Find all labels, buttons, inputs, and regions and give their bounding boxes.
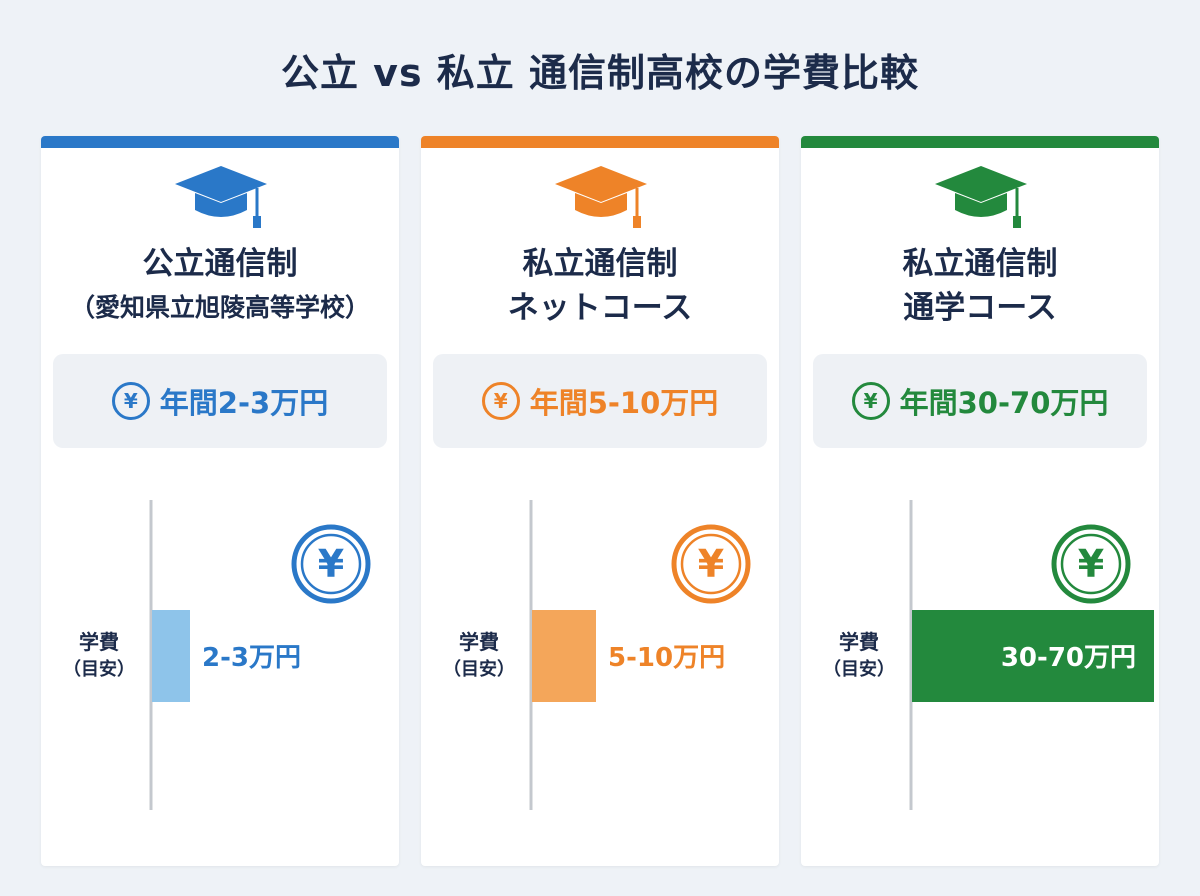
fee-bar-chart-svg xyxy=(149,500,190,810)
y-axis-label-sub: （目安） xyxy=(443,659,515,680)
y-axis-label-main: 学費 xyxy=(459,630,499,654)
page-title: 公立 vs 私立 通信制高校の学費比較 xyxy=(280,51,920,95)
fee-bar-chart-svg xyxy=(909,500,1154,810)
graduation-cap-icon xyxy=(555,166,647,228)
card-heading-line2: ネットコース xyxy=(507,290,693,326)
fee-bar-label: 2-3万円 xyxy=(202,643,301,673)
card-private-net: 私立通信制 ネットコース ¥ 年間5-10万円 ¥ 学費 （目安） 5-10万円 xyxy=(421,136,779,866)
y-axis-label-main: 学費 xyxy=(79,630,119,654)
yen-coin-icon: ¥ xyxy=(291,524,371,604)
card-private-commute: 私立通信制 通学コース ¥ 年間30-70万円 ¥ 学費 （目安） 30-70万… xyxy=(801,136,1159,866)
fee-bar xyxy=(912,610,1154,702)
y-axis-label: 学費 （目安） xyxy=(439,628,519,684)
card-heading: 公立通信制 （愛知県立旭陵高等学校） xyxy=(41,242,399,330)
yen-coin-icon: ¥ xyxy=(671,524,751,604)
card-heading-line2: （愛知県立旭陵高等学校） xyxy=(69,293,370,322)
y-axis-label-sub: （目安） xyxy=(63,659,135,680)
card-heading-line1: 公立通信制 xyxy=(142,246,298,282)
card-heading: 私立通信制 ネットコース xyxy=(421,242,779,330)
fee-bar xyxy=(532,610,596,702)
fee-bar-chart: ¥ 学費 （目安） 5-10万円 xyxy=(421,476,779,816)
annual-fee-box: ¥ 年間30-70万円 xyxy=(813,354,1147,448)
y-axis-label-main: 学費 xyxy=(839,630,879,654)
y-axis-label: 学費 （目安） xyxy=(59,628,139,684)
card-accent-bar xyxy=(421,136,779,148)
y-axis-label-sub: （目安） xyxy=(823,659,895,680)
yen-icon: ¥ xyxy=(111,382,150,420)
yen-icon: ¥ xyxy=(481,382,520,420)
svg-text:¥: ¥ xyxy=(318,542,344,586)
fee-bar-label: 30-70万円 xyxy=(1000,643,1136,673)
annual-fee-box: ¥ 年間5-10万円 xyxy=(433,354,767,448)
svg-text:¥: ¥ xyxy=(698,542,724,586)
annual-fee-text: 年間30-70万円 xyxy=(899,386,1109,420)
card-accent-bar xyxy=(41,136,399,148)
card-public: 公立通信制 （愛知県立旭陵高等学校） ¥ 年間2-3万円 ¥ 学費 （目安） 2… xyxy=(41,136,399,866)
fee-bar-label: 5-10万円 xyxy=(608,643,726,673)
annual-fee-text: 年間5-10万円 xyxy=(529,386,719,420)
card-heading-line1: 私立通信制 xyxy=(902,246,1058,282)
fee-bar-chart: ¥ 学費 （目安） 2-3万円 xyxy=(41,476,399,816)
graduation-cap-icon xyxy=(935,166,1027,228)
annual-fee-box: ¥ 年間2-3万円 xyxy=(53,354,387,448)
annual-fee-text: 年間2-3万円 xyxy=(159,386,329,420)
yen-coin-icon: ¥ xyxy=(1051,524,1131,604)
y-axis-label: 学費 （目安） xyxy=(819,628,899,684)
card-heading: 私立通信制 通学コース xyxy=(801,242,1159,330)
yen-icon: ¥ xyxy=(851,382,890,420)
svg-text:¥: ¥ xyxy=(1078,542,1104,586)
fee-bar xyxy=(152,610,190,702)
graduation-cap-icon xyxy=(175,166,267,228)
fee-bar-chart: ¥ 学費 （目安） 30-70万円 xyxy=(801,476,1159,816)
card-heading-line2: 通学コース xyxy=(903,290,1057,326)
card-accent-bar xyxy=(801,136,1159,148)
card-heading-line1: 私立通信制 xyxy=(522,246,678,282)
fee-bar-chart-svg xyxy=(529,500,596,810)
